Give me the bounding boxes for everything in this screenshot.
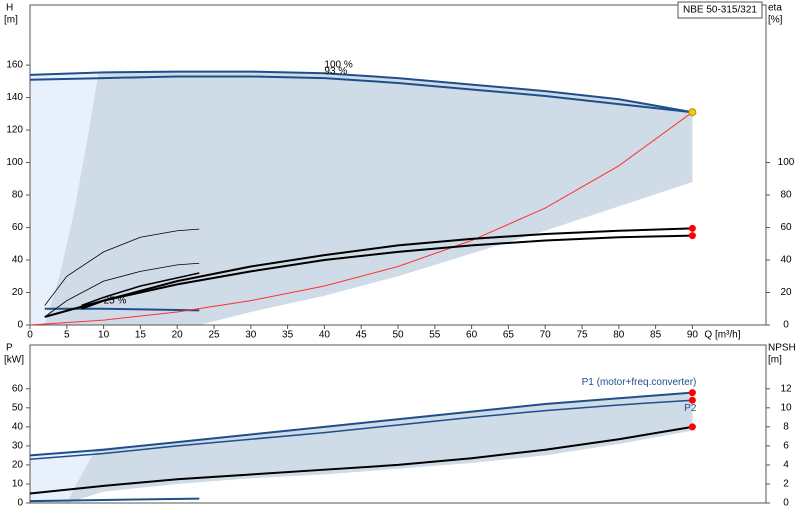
- curve: [29, 111, 693, 326]
- curve: [44, 228, 200, 306]
- x-tick-label: 80: [613, 330, 625, 341]
- y2-tick-label: 80: [780, 190, 792, 201]
- operating-area: [44, 71, 693, 325]
- y-tick-label: 60: [12, 222, 24, 233]
- curve: [44, 307, 200, 312]
- x-tick-label: 70: [540, 330, 552, 341]
- y-tick-label: 50: [12, 402, 24, 413]
- y2-tick-label: 40: [780, 255, 792, 266]
- y-axis-label: P: [6, 343, 13, 354]
- curve-label: P1 (motor+freq.converter): [582, 377, 697, 388]
- y-tick-label: 20: [12, 460, 24, 471]
- y-axis-label: H: [6, 3, 13, 14]
- x-tick-label: 15: [135, 330, 147, 341]
- x-tick-label: 40: [319, 330, 331, 341]
- legend-box: [677, 1, 763, 19]
- x-tick-label: 30: [245, 330, 257, 341]
- y2-axis-unit: [m]: [768, 355, 782, 366]
- x-tick-label: 85: [650, 330, 662, 341]
- curve: [29, 497, 200, 503]
- x-tick-label: 10: [98, 330, 110, 341]
- duty-point: [688, 224, 696, 232]
- y-axis-unit: [kW]: [4, 355, 24, 366]
- y-tick-label: 20: [12, 287, 24, 298]
- x-tick-label: 5: [64, 330, 70, 341]
- legend-text: NBE 50-315/321: [683, 5, 757, 16]
- annotation: 25 %: [104, 295, 127, 306]
- y2-tick-label: 60: [780, 222, 792, 233]
- x-tick-label: 35: [282, 330, 294, 341]
- y-tick-label: 40: [12, 255, 24, 266]
- y2-tick-label: 20: [780, 287, 792, 298]
- y-tick-label: 160: [6, 60, 23, 71]
- y2-tick-label: 100: [778, 157, 795, 168]
- y-tick-label: 120: [6, 125, 23, 136]
- curve: [29, 399, 693, 460]
- annotation: 93 %: [324, 66, 347, 77]
- y2-tick-label: 4: [783, 460, 789, 471]
- curve: [44, 262, 200, 318]
- curve: [44, 234, 693, 318]
- plot-frame: [29, 344, 767, 504]
- y2-tick-label: 0: [783, 498, 789, 509]
- curve: [29, 75, 693, 114]
- y-tick-label: 140: [6, 92, 23, 103]
- duty-point: [688, 232, 696, 240]
- curve: [81, 272, 200, 307]
- y2-tick-label: 12: [780, 383, 792, 394]
- y-tick-label: 30: [12, 441, 24, 452]
- y2-axis-label: NPSH: [768, 343, 796, 354]
- x-tick-label: 65: [503, 330, 515, 341]
- curve: [29, 425, 693, 495]
- y-tick-label: 0: [17, 498, 23, 509]
- x-tick-label: 25: [208, 330, 220, 341]
- x-tick-label: 60: [466, 330, 478, 341]
- duty-point: [688, 423, 696, 431]
- y2-tick-label: 0: [783, 320, 789, 331]
- x-tick-label: 50: [392, 330, 404, 341]
- curve-label: P2: [684, 403, 697, 414]
- y-tick-label: 100: [6, 157, 23, 168]
- operating-area: [30, 72, 99, 326]
- x-tick-label: 20: [172, 330, 184, 341]
- curve: [29, 391, 693, 457]
- y-tick-label: 80: [12, 190, 24, 201]
- y2-tick-label: 2: [783, 479, 789, 490]
- curve: [29, 70, 693, 114]
- x-axis-label: Q [m³/h]: [704, 330, 740, 341]
- duty-point: [688, 389, 696, 397]
- annotation: 100 %: [324, 60, 352, 71]
- x-tick-label: 0: [27, 330, 33, 341]
- y2-tick-label: 6: [783, 441, 789, 452]
- x-tick-label: 75: [576, 330, 588, 341]
- x-tick-label: 55: [429, 330, 441, 341]
- y-tick-label: 0: [17, 320, 23, 331]
- y2-axis-unit: [%]: [768, 15, 783, 26]
- y-axis-unit: [m]: [4, 15, 18, 26]
- y-tick-label: 60: [12, 383, 24, 394]
- x-tick-label: 45: [356, 330, 368, 341]
- y-tick-label: 40: [12, 421, 24, 432]
- y2-tick-label: 8: [783, 421, 789, 432]
- y2-axis-label: eta: [768, 3, 782, 14]
- curve: [81, 227, 693, 310]
- x-tick-label: 90: [687, 330, 699, 341]
- duty-point: [688, 108, 697, 117]
- operating-area: [30, 448, 97, 503]
- y-tick-label: 10: [12, 479, 24, 490]
- duty-point: [688, 396, 696, 404]
- y2-tick-label: 10: [780, 402, 792, 413]
